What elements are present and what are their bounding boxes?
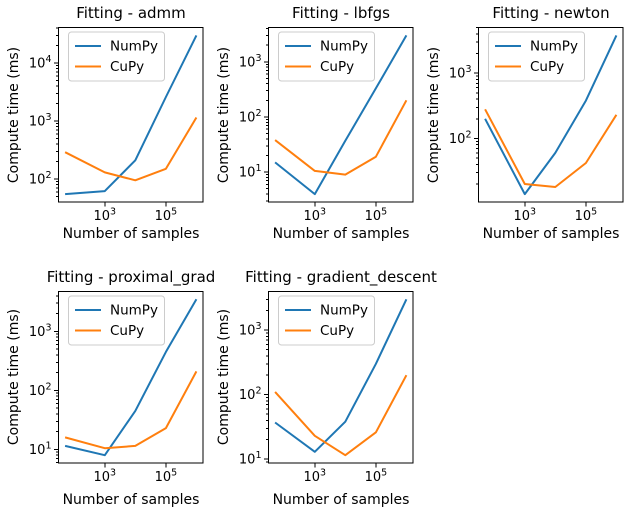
- axes-frame: [58, 27, 204, 203]
- legend-label-cupy: CuPy: [110, 59, 144, 75]
- x-tick-label: 105: [575, 207, 598, 225]
- x-tick-label: 105: [365, 207, 388, 225]
- y-tick-label: 103: [29, 322, 52, 340]
- legend-label-numpy: NumPy: [110, 39, 158, 55]
- legend-label-numpy: NumPy: [530, 39, 578, 55]
- legend-label-numpy: NumPy: [110, 303, 158, 319]
- axes-frame: [268, 291, 414, 464]
- legend-label-cupy: CuPy: [530, 59, 564, 75]
- legend-box: [68, 31, 165, 82]
- legend: NumPy CuPy: [278, 295, 375, 346]
- x-tick-label: 103: [94, 207, 117, 225]
- subplot-title: Fitting - proximal_grad: [46, 268, 216, 286]
- x-tick-label: 105: [365, 468, 388, 486]
- numpy-line: [64, 298, 198, 457]
- subplot-newton: 102 103 103 105 NumPy CuPy Fitting - newton C…: [420, 0, 635, 262]
- y-tick-label: 103: [239, 53, 262, 71]
- y-tick-label: 101: [239, 163, 262, 181]
- x-tick-label: 103: [304, 207, 327, 225]
- legend: NumPy CuPy: [68, 31, 165, 82]
- y-tick-label: 102: [239, 386, 262, 404]
- x-tick-label: 103: [514, 207, 537, 225]
- subplot-title: Fitting - admm: [76, 4, 186, 22]
- x-tick-label: 103: [304, 468, 327, 486]
- x-axis-label: Number of samples: [482, 226, 620, 242]
- y-tick-label: 103: [29, 112, 52, 130]
- legend-label-cupy: CuPy: [320, 59, 354, 75]
- y-tick-label: 102: [239, 108, 262, 126]
- y-tick-label: 101: [29, 440, 52, 458]
- legend-box: [68, 295, 165, 346]
- axes-frame: [478, 27, 624, 203]
- legend: NumPy CuPy: [278, 31, 375, 82]
- legend-box: [488, 31, 585, 82]
- numpy-line: [274, 34, 408, 196]
- subplot-title: Fitting - newton: [492, 4, 610, 22]
- subplot-admm: 102 103 104 103 105 NumPy CuPy Fitting - admm …: [0, 0, 215, 262]
- y-axis-label: Compute time (ms): [426, 46, 442, 184]
- x-tick-label: 103: [94, 468, 117, 486]
- plot-area-admm: 102 103 104 103 105 NumPy CuPy: [29, 27, 204, 225]
- legend-box: [278, 31, 375, 82]
- cupy-line: [274, 99, 408, 176]
- legend-box: [278, 295, 375, 346]
- x-axis-label: Number of samples: [62, 226, 200, 242]
- y-tick-label: 103: [239, 321, 262, 339]
- subplot-lbfgs: 101 102 103 103 105 NumPy CuPy Fitting - lbfgs…: [210, 0, 425, 262]
- y-axis-label: Compute time (ms): [6, 46, 22, 184]
- axes-frame: [268, 27, 414, 203]
- y-axis-label: Compute time (ms): [6, 308, 22, 446]
- x-axis-label: Number of samples: [272, 492, 410, 508]
- numpy-line: [65, 34, 198, 196]
- legend: NumPy CuPy: [68, 295, 165, 346]
- numpy-line: [484, 34, 618, 196]
- legend-label-cupy: CuPy: [320, 323, 354, 339]
- plot-area-proximal-grad: 101 102 103 103 105 NumPy CuPy: [29, 291, 204, 486]
- subplot-gradient-descent: 101 102 103 103 105 NumPy CuPy Fitting - gradi…: [210, 260, 437, 522]
- y-tick-label: 104: [29, 54, 52, 72]
- legend-label-cupy: CuPy: [110, 323, 144, 339]
- plot-area-newton: 102 103 103 105 NumPy CuPy: [449, 27, 624, 225]
- cupy-line: [64, 370, 198, 450]
- legend-label-numpy: NumPy: [320, 303, 368, 319]
- cupy-line: [64, 116, 198, 182]
- y-axis-label: Compute time (ms): [216, 308, 232, 446]
- x-tick-label: 105: [155, 207, 178, 225]
- y-tick-label: 102: [29, 170, 52, 188]
- x-axis-label: Number of samples: [272, 226, 410, 242]
- y-tick-label: 101: [239, 450, 262, 468]
- subplot-proximal-grad: 101 102 103 103 105 NumPy CuPy Fitting - proxi…: [0, 260, 215, 522]
- y-axis-label: Compute time (ms): [216, 46, 232, 184]
- x-tick-label: 105: [155, 468, 178, 486]
- legend-label-numpy: NumPy: [320, 39, 368, 55]
- y-tick-label: 102: [449, 129, 472, 147]
- cupy-line: [274, 374, 408, 457]
- y-tick-label: 102: [29, 381, 52, 399]
- numpy-line: [274, 298, 408, 453]
- plot-area-gradient-descent: 101 102 103 103 105 NumPy CuPy: [239, 291, 414, 486]
- axes-frame: [58, 291, 204, 464]
- subplot-title: Fitting - gradient_descent: [245, 268, 437, 286]
- legend: NumPy CuPy: [488, 31, 585, 82]
- x-axis-label: Number of samples: [62, 492, 200, 508]
- y-tick-label: 103: [449, 64, 472, 82]
- cupy-line: [484, 108, 618, 188]
- plot-area-lbfgs: 101 102 103 103 105 NumPy CuPy: [239, 27, 414, 225]
- subplot-title: Fitting - lbfgs: [292, 4, 390, 22]
